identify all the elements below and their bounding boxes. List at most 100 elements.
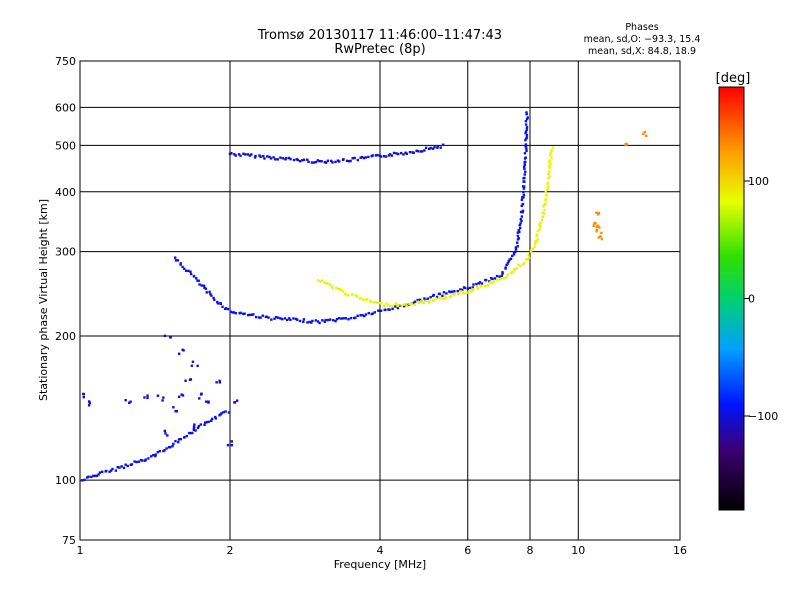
data-point	[536, 238, 539, 241]
data-point	[335, 317, 339, 321]
data-point	[526, 257, 529, 261]
data-point	[189, 378, 193, 381]
data-point	[197, 279, 200, 282]
data-point	[595, 211, 598, 214]
data-point	[396, 152, 400, 156]
data-point	[515, 241, 519, 244]
data-point	[374, 300, 377, 304]
data-point	[210, 294, 213, 297]
data-point	[221, 305, 224, 308]
x-tick-label: 10	[571, 544, 585, 557]
data-point	[97, 473, 100, 476]
y-tick-label: 500	[55, 139, 76, 152]
data-point	[469, 290, 472, 293]
data-point	[150, 455, 153, 458]
data-point	[227, 411, 231, 414]
data-point	[353, 156, 356, 160]
data-point	[331, 286, 334, 290]
data-point	[449, 290, 452, 294]
data-point	[311, 319, 314, 323]
data-point	[595, 230, 598, 233]
data-point	[367, 155, 370, 159]
data-point	[535, 240, 538, 243]
data-point	[120, 465, 123, 468]
data-point	[342, 317, 345, 320]
data-point	[163, 334, 167, 338]
data-point	[412, 151, 415, 155]
data-point	[92, 474, 95, 478]
data-point	[338, 160, 341, 163]
data-point	[296, 158, 300, 162]
data-point	[173, 256, 177, 259]
data-point	[218, 379, 221, 383]
data-point	[172, 442, 175, 446]
data-point	[108, 470, 111, 473]
data-point	[174, 439, 177, 443]
data-point	[314, 319, 317, 322]
data-point	[351, 293, 354, 296]
data-point	[521, 209, 525, 212]
data-point	[361, 155, 364, 159]
data-point	[329, 318, 332, 321]
x-tick-label: 6	[464, 544, 471, 557]
data-point	[310, 321, 313, 324]
data-point	[521, 196, 524, 199]
data-point	[522, 193, 526, 197]
data-point	[321, 319, 324, 322]
x-tick-label: 8	[527, 544, 534, 557]
data-point	[192, 427, 196, 430]
data-point	[424, 299, 428, 303]
data-point	[199, 393, 203, 396]
data-point	[478, 281, 482, 284]
data-point	[472, 287, 475, 291]
data-point	[193, 423, 196, 426]
data-point	[496, 278, 499, 281]
data-point	[416, 300, 420, 304]
data-point	[382, 304, 385, 307]
data-point	[192, 428, 196, 432]
data-point	[226, 443, 230, 447]
data-point	[456, 289, 459, 293]
data-point	[519, 210, 523, 214]
data-point	[538, 228, 541, 231]
phase-stats-o: mean, sd,O: −93.3, 15.4	[584, 34, 701, 45]
chart-title: Tromsø 20130117 11:46:00–11:47:43	[257, 28, 502, 43]
data-point	[445, 292, 448, 295]
data-point	[177, 440, 180, 444]
data-point	[471, 286, 475, 289]
data-point	[484, 278, 488, 282]
data-point	[529, 249, 533, 253]
data-point	[233, 153, 236, 156]
data-point	[405, 304, 409, 308]
data-point	[367, 311, 370, 315]
data-points	[80, 111, 648, 483]
data-point	[484, 284, 488, 288]
data-point	[490, 281, 494, 284]
data-point	[408, 302, 411, 306]
data-point	[428, 147, 431, 151]
data-point	[205, 291, 208, 294]
data-point	[179, 263, 182, 266]
data-point	[516, 245, 519, 248]
data-point	[550, 149, 553, 152]
data-point	[546, 188, 549, 191]
data-point	[527, 256, 531, 260]
data-point	[397, 304, 400, 308]
data-point	[449, 295, 453, 298]
data-point	[413, 303, 416, 307]
x-tick-label: 16	[673, 544, 687, 557]
data-point	[509, 271, 513, 275]
data-point	[384, 308, 387, 312]
data-point	[179, 437, 183, 441]
data-point	[129, 400, 132, 403]
data-point	[362, 156, 366, 160]
data-point	[413, 300, 417, 303]
data-point	[295, 318, 299, 321]
data-point	[436, 145, 440, 148]
data-point	[141, 459, 144, 462]
data-point	[171, 444, 174, 448]
data-point	[379, 155, 383, 158]
data-point	[536, 229, 539, 233]
data-point	[339, 288, 343, 292]
data-point	[423, 297, 426, 300]
